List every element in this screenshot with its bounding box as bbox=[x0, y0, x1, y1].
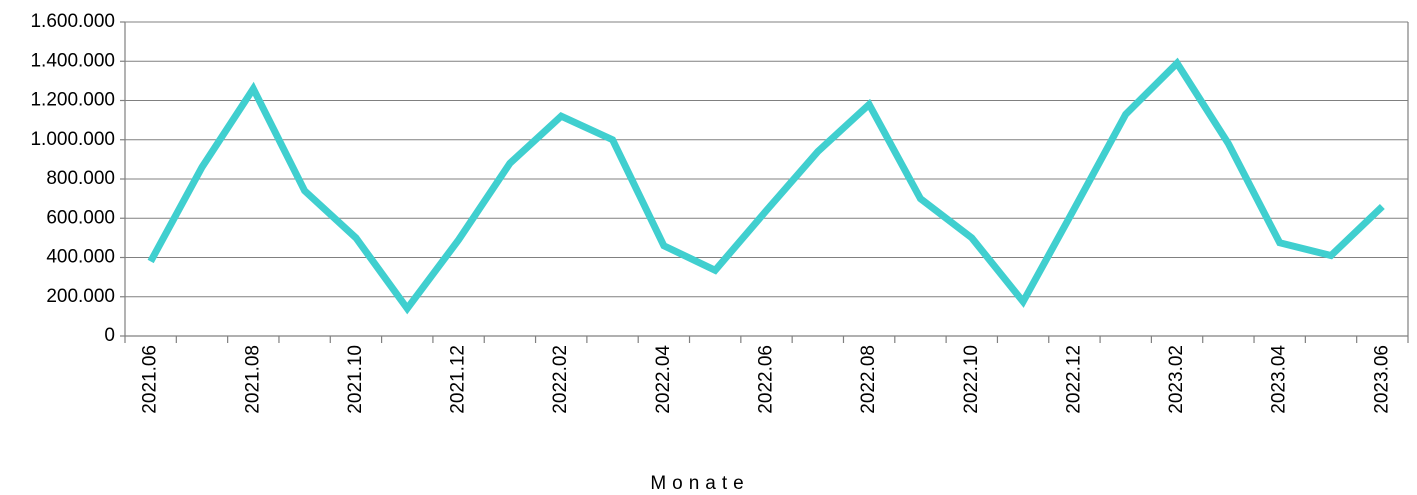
x-tick-label: 2022.02 bbox=[550, 345, 571, 414]
y-tick-label: 1.600.000 bbox=[30, 11, 115, 32]
x-tick-label: 2022.06 bbox=[756, 345, 777, 414]
x-tick-label: 2023.04 bbox=[1269, 345, 1290, 414]
x-tick-label: 2022.10 bbox=[961, 345, 982, 414]
y-tick-label: 800.000 bbox=[46, 168, 115, 189]
x-tick-label: 2022.04 bbox=[653, 345, 674, 414]
y-tick-label: 1.200.000 bbox=[30, 90, 115, 111]
y-tick-label: 1.400.000 bbox=[30, 50, 115, 71]
x-tick-label: 2021.10 bbox=[345, 345, 366, 414]
y-tick-label: 200.000 bbox=[46, 286, 115, 307]
x-tick-label: 2021.06 bbox=[140, 345, 161, 414]
x-tick-label: 2023.06 bbox=[1371, 345, 1392, 414]
y-tick-label: 1.000.000 bbox=[30, 129, 115, 150]
x-tick-label: 2022.12 bbox=[1063, 345, 1084, 414]
x-tick-label: 2023.02 bbox=[1166, 345, 1187, 414]
y-tick-label: 400.000 bbox=[46, 247, 115, 268]
x-tick-label: 2022.08 bbox=[858, 345, 879, 414]
x-tick-label: 2021.12 bbox=[448, 345, 469, 414]
x-tick-label: 2021.08 bbox=[242, 345, 263, 414]
x-axis-title: Monate bbox=[650, 473, 749, 494]
y-tick-label: 600.000 bbox=[46, 207, 115, 228]
y-tick-label: 0 bbox=[104, 325, 115, 346]
line-series bbox=[147, 57, 1385, 315]
